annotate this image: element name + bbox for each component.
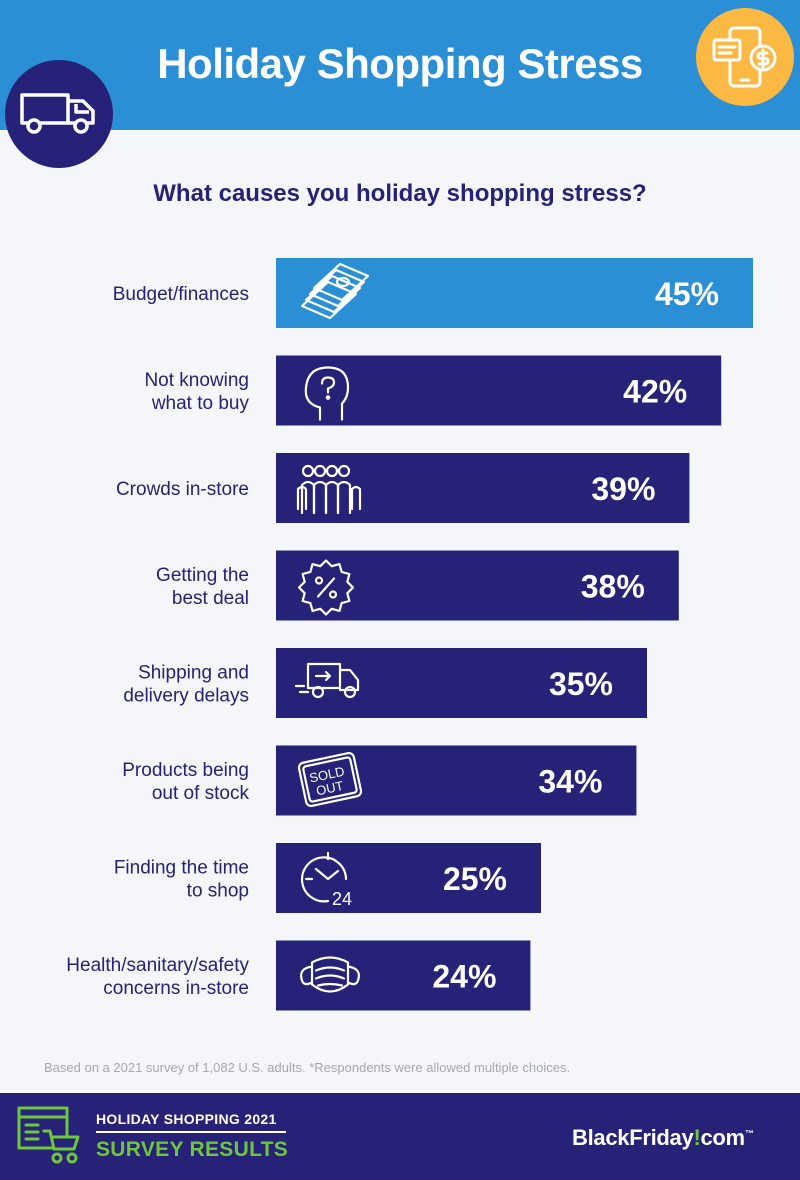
bar-5 xyxy=(276,745,637,816)
category-label: Shipping and xyxy=(138,663,249,684)
phone-chat-dollar-icon xyxy=(712,26,777,88)
footer-banner: HOLIDAY SHOPPING 2021 SURVEY RESULTS Bla… xyxy=(0,1093,800,1180)
brand-name: BlackFriday xyxy=(572,1125,694,1150)
value-label: 38% xyxy=(581,569,645,605)
category-label: delivery delays xyxy=(123,686,249,707)
brand-mark: ! xyxy=(693,1125,701,1150)
web-cart-icon xyxy=(17,1106,80,1164)
chart-question: What causes you holiday shopping stress? xyxy=(153,180,647,207)
footer-subheading: SURVEY RESULTS xyxy=(96,1138,289,1161)
value-label: 42% xyxy=(623,374,687,410)
category-label: Crowds in-store xyxy=(116,479,249,500)
category-label: out of stock xyxy=(152,783,250,804)
category-label: to shop xyxy=(187,881,249,902)
footer-divider xyxy=(96,1131,286,1133)
face-mask-icon xyxy=(300,956,360,993)
sold-out-text: SOLD xyxy=(308,764,346,786)
category-label: Not knowing xyxy=(144,370,249,391)
category-label: Finding the time xyxy=(114,858,249,879)
bar-2 xyxy=(276,453,690,523)
delivery-truck-icon xyxy=(294,662,360,699)
bar-7 xyxy=(276,940,531,1011)
crowd-icon xyxy=(296,464,362,515)
phone-badge xyxy=(696,8,794,106)
value-label: 34% xyxy=(538,764,602,800)
value-label: 24% xyxy=(432,959,496,995)
money-stack-icon xyxy=(300,262,370,320)
brand-tld: com xyxy=(700,1125,745,1150)
category-label: Budget/finances xyxy=(113,284,249,305)
category-label: Products being xyxy=(122,760,249,781)
clock-24-icon: 24 xyxy=(300,851,352,909)
clock-24-text: 24 xyxy=(332,889,352,909)
delivery-truck-icon xyxy=(20,93,95,134)
bar-4 xyxy=(276,648,647,718)
brand-logo: BlackFriday!com™ xyxy=(572,1125,754,1151)
percent-badge-icon xyxy=(297,559,355,616)
value-label: 45% xyxy=(655,276,719,312)
bar-1 xyxy=(276,355,722,426)
category-label: best deal xyxy=(172,588,249,609)
truck-badge xyxy=(5,60,113,168)
category-label: Getting the xyxy=(156,565,249,586)
value-label: 35% xyxy=(549,666,613,702)
brand-trademark: ™ xyxy=(744,1128,754,1139)
category-label: concerns in-store xyxy=(103,978,249,999)
footer-heading: HOLIDAY SHOPPING 2021 xyxy=(96,1111,277,1127)
category-label: what to buy xyxy=(151,393,250,414)
page-title: Holiday Shopping Stress xyxy=(157,40,643,87)
bar-3 xyxy=(276,550,679,621)
category-label: Health/sanitary/safety xyxy=(66,955,249,976)
sold-out-text: OUT xyxy=(315,778,345,798)
head-question-icon xyxy=(304,366,350,421)
value-label: 25% xyxy=(443,861,507,897)
header-banner: Holiday Shopping Stress xyxy=(0,0,800,130)
footnote: Based on a 2021 survey of 1,082 U.S. adu… xyxy=(44,1060,571,1075)
value-label: 39% xyxy=(591,471,655,507)
